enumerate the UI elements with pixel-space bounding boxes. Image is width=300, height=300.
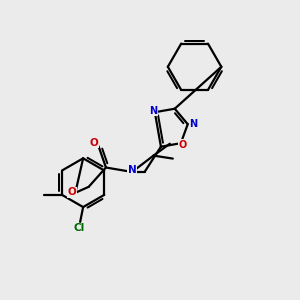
Text: O: O	[90, 137, 98, 148]
Text: N: N	[149, 106, 158, 116]
Text: O: O	[178, 140, 186, 150]
Text: Cl: Cl	[73, 224, 84, 233]
Text: N: N	[189, 119, 197, 129]
Text: O: O	[68, 187, 76, 197]
Text: N: N	[128, 165, 136, 175]
